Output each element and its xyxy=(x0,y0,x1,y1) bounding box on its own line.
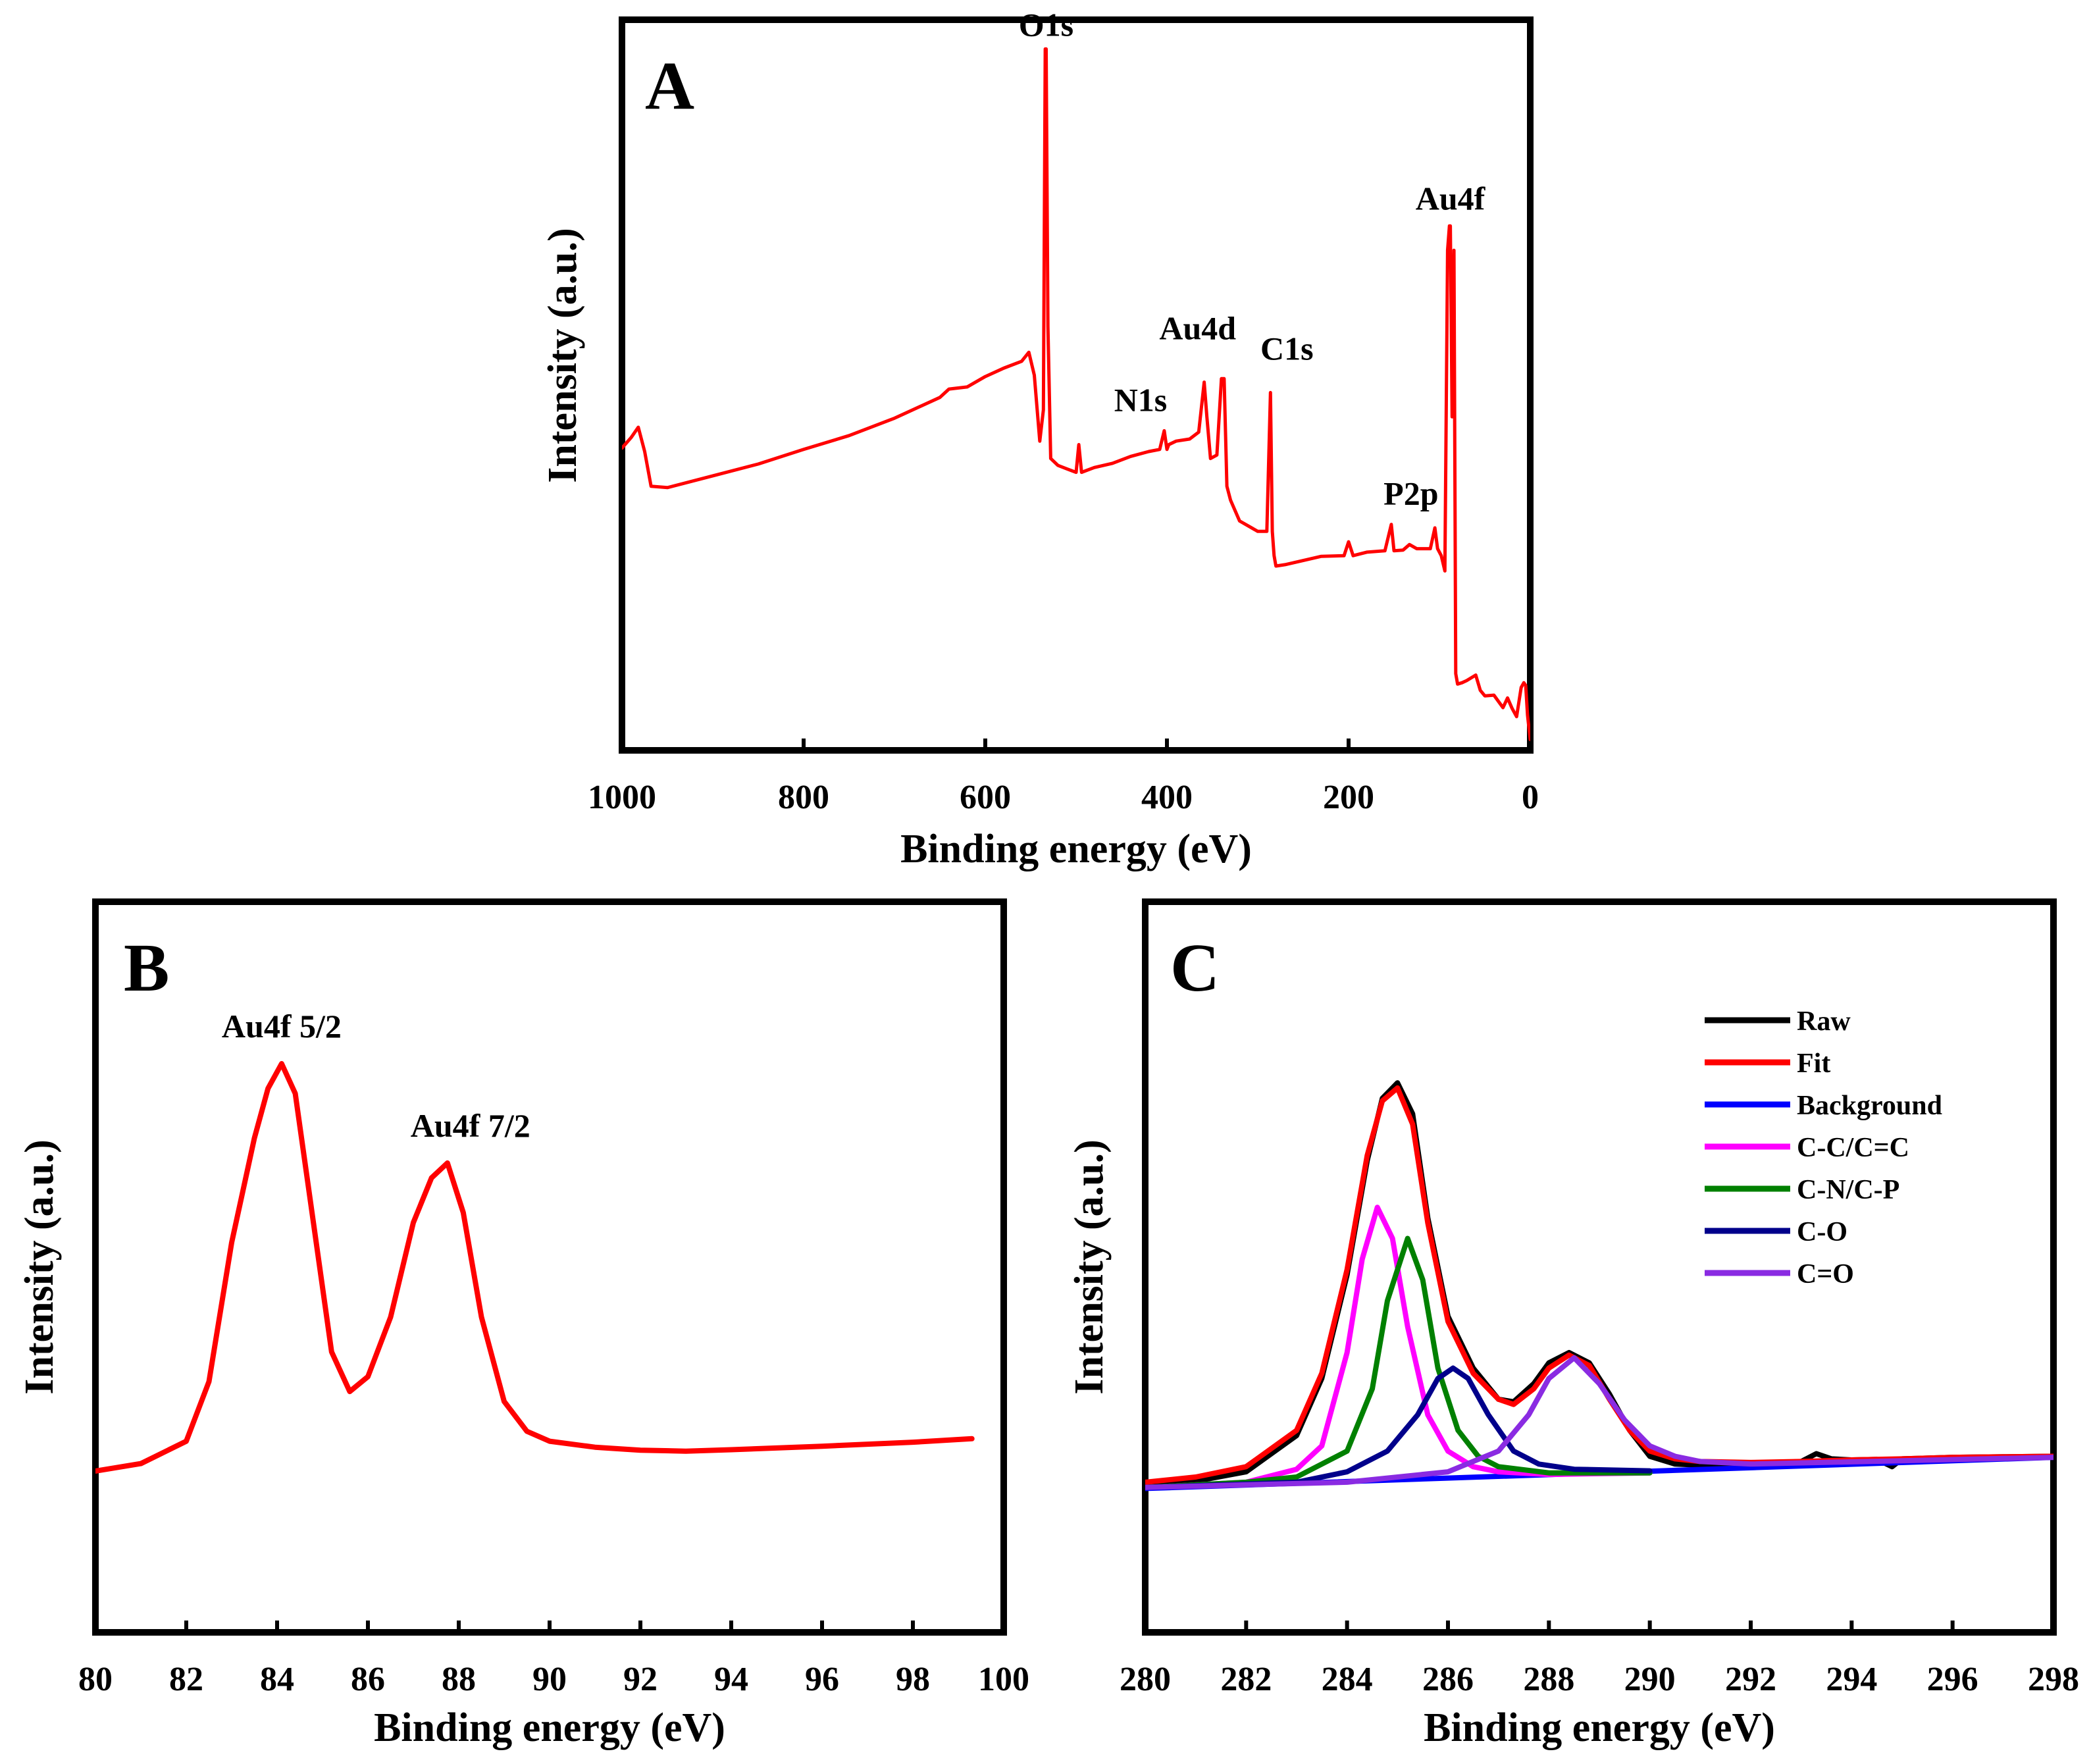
panel-b-x-tick-label-84: 84 xyxy=(260,1661,294,1698)
panel-c-letter: C xyxy=(1170,930,1220,1006)
panel-c-series-c-o xyxy=(1145,1365,1653,1490)
panel-a-series-survey xyxy=(622,47,1530,742)
panel-b-x-tick-label-92: 92 xyxy=(623,1661,658,1698)
panel-b-x-axis-label: Binding energy (eV) xyxy=(374,1705,725,1750)
panel-b-series-au4f xyxy=(95,1061,975,1474)
legend-label-c-o: C=O xyxy=(1797,1259,1854,1289)
panel-c-x-tick-label-280: 280 xyxy=(1120,1661,1171,1698)
panel-c-x-tick-label-282: 282 xyxy=(1220,1661,1272,1698)
panel-b-peak-label-au4f-5-2: Au4f 5/2 xyxy=(222,1008,342,1045)
panel-c-x-tick-label-284: 284 xyxy=(1322,1661,1373,1698)
legend-label-c-n-c-p: C-N/C-P xyxy=(1797,1175,1899,1205)
panel-c-series-c-n-c-p xyxy=(1145,1235,1653,1490)
panel-b-x-tick-label-94: 94 xyxy=(714,1661,748,1698)
panel-a-plot-area: 1000 800 600 400 200 0 O1s N1s Au4d C1s P2p Au4f xyxy=(588,6,1539,816)
panel-a-x-tick-label-1000: 1000 xyxy=(588,779,656,816)
panel-b-x-tick-label-88: 88 xyxy=(442,1661,476,1698)
panel-c-plot-frame xyxy=(1142,898,2057,1636)
panel-a-y-axis-label: Intensity (a.u.) xyxy=(540,228,585,483)
panel-b-y-axis-label: Intensity (a.u.) xyxy=(17,1139,62,1395)
panel-c-series-group xyxy=(1145,1080,2053,1492)
panel-c-series-c-o xyxy=(1145,1355,2053,1490)
panel-a-x-tick-label-0: 0 xyxy=(1522,779,1539,816)
panel-a-peak-label-au4f: Au4f xyxy=(1416,180,1486,217)
legend-label-fit: Fit xyxy=(1797,1049,1830,1079)
panel-c-x-tick-label-288: 288 xyxy=(1523,1661,1574,1698)
panel-a-x-axis-label: Binding energy (eV) xyxy=(900,827,1252,871)
panel-a-letter: A xyxy=(645,48,694,124)
panel-a-peak-label-c1s: C1s xyxy=(1260,330,1314,367)
panel-a-x-tick-label-800: 800 xyxy=(778,779,829,816)
panel-c-legend: Raw Fit Background C-C/C=C C-N/C-P C-O C=O xyxy=(1705,1006,1942,1289)
panel-b-letter: B xyxy=(124,930,169,1006)
panel-c-x-tick-label-290: 290 xyxy=(1624,1661,1676,1698)
panel-a-series-group xyxy=(622,47,1530,742)
panel-c-x-tick-label-292: 292 xyxy=(1725,1661,1776,1698)
panel-c-x-tick-label-286: 286 xyxy=(1422,1661,1474,1698)
panel-b-x-tick-label-82: 82 xyxy=(169,1661,203,1698)
panel-a-peak-label-o1s: O1s xyxy=(1019,6,1073,43)
panel-c-series-fit xyxy=(1145,1085,2053,1485)
panel-c-x-tick-label-294: 294 xyxy=(1826,1661,1877,1698)
panel-a-xps-survey: A 1000 800 600 400 200 0O1sN1sAu4dC1sP2pAu4f … xyxy=(540,6,1539,871)
panel-c-y-axis-label: Intensity (a.u.) xyxy=(1067,1139,1112,1395)
panel-b-plot-area: 80 82 84 86 88 90 92 94 96 98 100 Au4f 5/2 Au4f 7/2 xyxy=(78,1008,1029,1698)
legend-label-background: Background xyxy=(1797,1091,1942,1121)
legend-label-c-c-c-c: C-C/C=C xyxy=(1797,1133,1909,1163)
panel-b-peak-label-au4f-7-2: Au4f 7/2 xyxy=(411,1107,530,1144)
panel-a-plot-frame xyxy=(619,16,1534,754)
panel-b-x-tick-label-96: 96 xyxy=(805,1661,839,1698)
panel-b-au4f-spectrum: B 80 82 84 86 88 90 92 94 96 98 100 Au4f 5/2 Au4f 7/… xyxy=(17,898,1029,1750)
panel-c-x-axis-label: Binding energy (eV) xyxy=(1424,1705,1775,1750)
panel-b-x-tick-label-100: 100 xyxy=(978,1661,1029,1698)
legend-label-raw: Raw xyxy=(1797,1006,1851,1037)
panel-b-x-tick-label-98: 98 xyxy=(896,1661,930,1698)
panel-c-c1s-spectrum: C 280 282 284 286 288 290 292 294 296 298 Raw Fit B… xyxy=(1067,898,2079,1750)
panel-c-series-c-c-c-c xyxy=(1145,1205,1653,1490)
panel-c-series-raw xyxy=(1145,1080,2053,1488)
panel-c-x-tick-label-298: 298 xyxy=(2028,1661,2079,1698)
panel-c-plot-area: 280 282 284 286 288 290 292 294 296 298 xyxy=(1120,1080,2079,1698)
panel-c-x-tick-label-296: 296 xyxy=(1927,1661,1978,1698)
panel-a-x-tick-label-200: 200 xyxy=(1323,779,1374,816)
panel-b-x-tick-label-90: 90 xyxy=(532,1661,567,1698)
panel-a-peak-label-au4d: Au4d xyxy=(1159,309,1236,346)
panel-a-peak-label-n1s: N1s xyxy=(1114,381,1168,418)
legend-label-c-o: C-O xyxy=(1797,1217,1847,1247)
panel-b-x-tick-label-80: 80 xyxy=(78,1661,113,1698)
panel-a-x-tick-label-400: 400 xyxy=(1141,779,1193,816)
panel-b-x-tick-label-86: 86 xyxy=(351,1661,385,1698)
panel-b-series-group xyxy=(95,1061,975,1474)
panel-a-peak-label-p2p: P2p xyxy=(1383,475,1438,512)
panel-a-x-tick-label-600: 600 xyxy=(960,779,1011,816)
